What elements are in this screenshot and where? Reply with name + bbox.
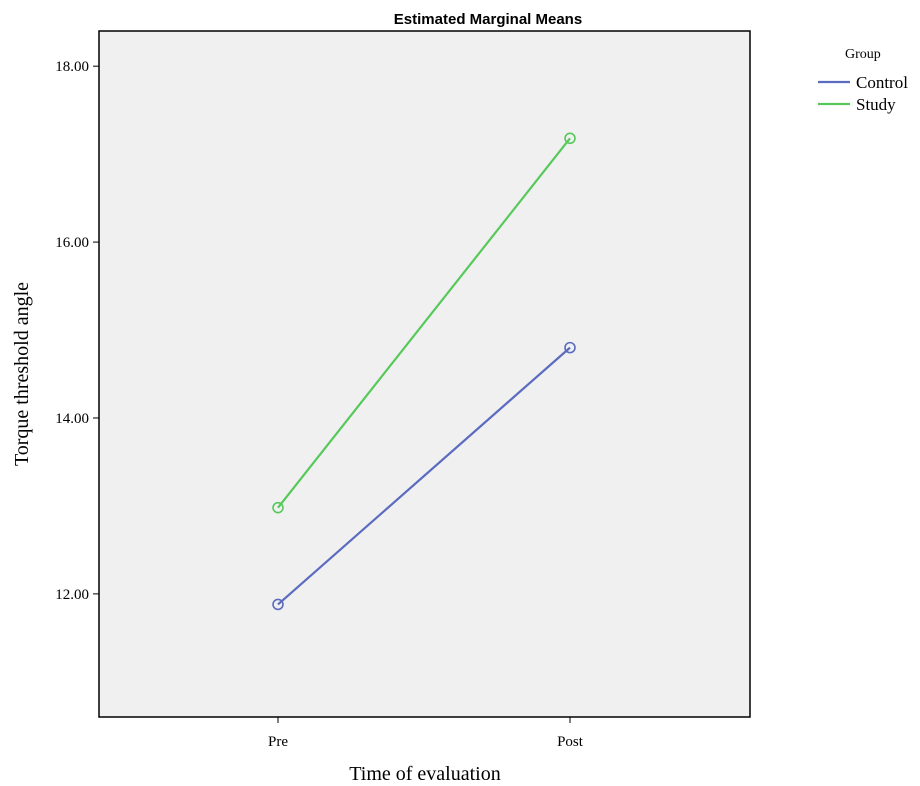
chart-title: Estimated Marginal Means [394,11,582,28]
data-point [272,501,284,514]
y-tick-label: 14.00 [55,411,89,427]
x-tick-label: Post [557,734,584,750]
x-tick-label: Pre [268,734,288,750]
series-line [277,137,571,509]
legend-label: Control [856,73,908,92]
plot-area [98,30,751,718]
y-tick-label: 12.00 [55,587,89,603]
series-study [272,132,576,514]
x-axis: Pre Post [268,717,584,750]
legend-item-study: Study [818,95,896,114]
data-point [564,341,576,354]
series-layer [272,132,576,611]
series-line [277,346,571,606]
data-point [272,598,284,611]
x-axis-label: Time of evaluation [349,763,500,785]
y-axis-label: Torque threshold angle [11,282,33,466]
legend: Group Control Study [818,47,908,114]
legend-label: Study [856,95,896,114]
y-axis: 12.00 14.00 16.00 18.00 [55,59,99,603]
data-point [564,132,576,145]
y-tick-label: 16.00 [55,235,89,251]
legend-item-control: Control [818,73,908,92]
series-control [272,341,576,611]
y-tick-label: 18.00 [55,59,89,75]
legend-title: Group [845,47,881,62]
